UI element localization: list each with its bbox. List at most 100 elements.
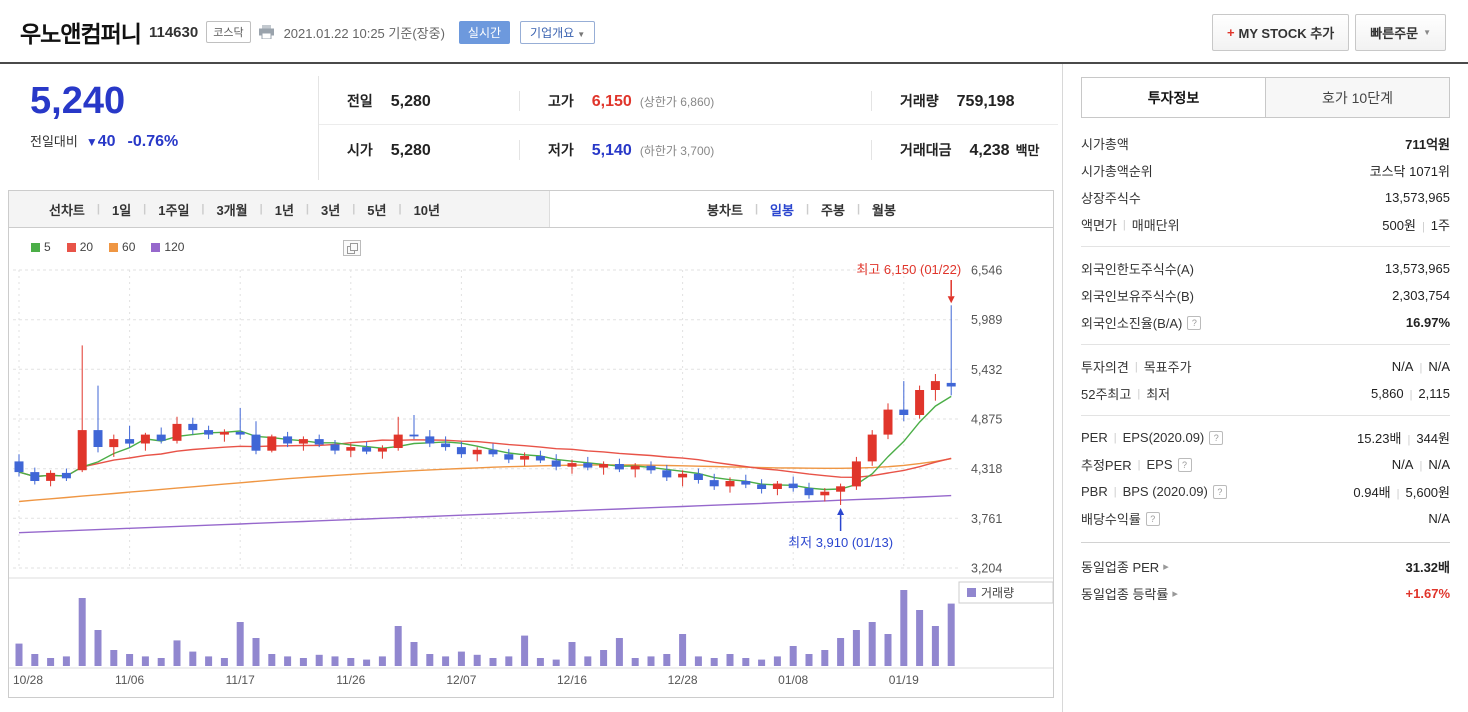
svg-text:5,432: 5,432: [971, 363, 1002, 377]
price-stats-table: 전일 5,280 고가 6,150 (상한가 6,860) 거래량 759,198 시가…: [318, 76, 1058, 180]
line-period-3[interactable]: 3개월: [216, 202, 248, 218]
line-period-0[interactable]: 선차트: [49, 202, 85, 218]
help-icon[interactable]: ?: [1209, 430, 1224, 445]
chevron-right-icon: ▸: [1172, 588, 1178, 600]
ma-legend-item: 120: [151, 240, 184, 254]
line-period-1[interactable]: 1일: [111, 202, 132, 218]
info-value: N/A: [1428, 511, 1450, 526]
line-period-4[interactable]: 1년: [274, 202, 294, 218]
info-value: 2,303,754: [1392, 288, 1450, 303]
quick-order-label: 빠른주문: [1370, 25, 1419, 41]
info-row: PER | EPS(2020.09)? 15.23배 | 344원: [1081, 424, 1450, 451]
svg-text:6,546: 6,546: [971, 264, 1002, 278]
info-value: 5,860 | 2,115: [1371, 386, 1450, 401]
candlestick-chart[interactable]: 6,546 5,989 5,432 4,875 4,318 3,761 3,204 거래량 10…: [9, 256, 1054, 697]
line-period-2[interactable]: 1주일: [158, 202, 190, 218]
candle-period-3[interactable]: 월봉: [872, 202, 896, 218]
my-stock-add-button[interactable]: + MY STOCK 추가: [1211, 13, 1350, 51]
help-icon[interactable]: ?: [1187, 315, 1202, 330]
chart-expand-icon[interactable]: [343, 240, 361, 256]
current-price: 5,240: [30, 80, 126, 122]
info-value: 코스닥 1071위: [1369, 164, 1450, 179]
info-label: 외국인소진율(B/A)?: [1081, 313, 1202, 332]
price-panel: 5,240 전일대비 ▼40 -0.76% 전일 5,280 고가 6,150 (상한…: [0, 64, 1062, 188]
company-overview-button[interactable]: 기업개요 ▼: [520, 20, 596, 44]
info-label: 배당수익률?: [1081, 509, 1160, 528]
toolbar-separator: |: [352, 203, 356, 215]
svg-text:12/16: 12/16: [557, 673, 587, 687]
help-icon[interactable]: ?: [1177, 457, 1192, 472]
tab-orderbook-10[interactable]: 호가 10단계: [1265, 78, 1449, 117]
info-row: 외국인소진율(B/A)? 16.97%: [1081, 309, 1450, 336]
help-icon[interactable]: ?: [1212, 484, 1227, 499]
info-label[interactable]: 동일업종 등락률 ▸: [1081, 587, 1178, 602]
svg-text:10/28: 10/28: [13, 673, 43, 687]
chevron-down-icon: ▼: [577, 29, 586, 39]
info-value: 13,573,965: [1384, 190, 1450, 205]
info-row: 동일업종 PER ▸ 31.32배: [1081, 553, 1450, 580]
info-value: 13,573,965: [1384, 261, 1450, 276]
change-value: ▼40: [85, 133, 116, 150]
stock-header: 우노앤컴퍼니 114630 코스닥 2021.01.22 10:25 기준(장중…: [0, 0, 1468, 62]
info-label: 52주최고 | 최저: [1081, 387, 1171, 402]
invest-info-table: 시가총액 711억원 시가총액순위 코스닥 1071위 상장주식수 13,573,965 액…: [1081, 130, 1450, 607]
chart-toolbar: 선차트 | 1일 | 1주일 | 3개월 | 1년 | 3년 | 5년 | 10년 봉차트 | 일봉 | 주봉 | 월봉: [9, 191, 1053, 228]
quote-datetime: 2021.01.22 10:25 기준(장중): [283, 25, 445, 41]
info-label: 상장주식수: [1081, 191, 1141, 206]
toolbar-separator: |: [856, 203, 861, 215]
candle-period-1[interactable]: 일봉: [770, 202, 794, 218]
header-divider: [0, 62, 1468, 64]
realtime-badge: 실시간: [458, 20, 511, 44]
info-row: 액면가 | 매매단위 500원 | 1주: [1081, 211, 1450, 238]
toolbar-separator: |: [96, 203, 100, 215]
info-label[interactable]: 동일업종 PER ▸: [1081, 560, 1169, 575]
print-icon[interactable]: [258, 25, 274, 39]
info-row: 외국인한도주식수(A) 13,573,965: [1081, 255, 1450, 282]
candle-period-2[interactable]: 주봉: [821, 202, 845, 218]
tab-invest-info[interactable]: 투자정보: [1082, 78, 1265, 117]
candle-chart-period-tabs: 봉차트 | 일봉 | 주봉 | 월봉: [549, 191, 1053, 227]
svg-text:3,761: 3,761: [971, 512, 1002, 526]
info-row: 시가총액순위 코스닥 1071위: [1081, 157, 1450, 184]
stock-code: 114630: [148, 23, 199, 41]
trade-value-cell: 거래대금 4,238 백만: [871, 140, 1058, 160]
info-row: 투자의견 | 목표주가 N/A | N/A: [1081, 353, 1450, 380]
chart-box: 선차트 | 1일 | 1주일 | 3개월 | 1년 | 3년 | 5년 | 10년 봉차트 | 일봉 | 주봉 | 월봉…: [8, 190, 1054, 698]
svg-text:최저 3,910 (01/13): 최저 3,910 (01/13): [788, 535, 893, 550]
line-period-5[interactable]: 3년: [321, 202, 341, 218]
line-period-7[interactable]: 10년: [413, 202, 440, 218]
svg-text:5,989: 5,989: [971, 313, 1002, 327]
toolbar-separator: |: [201, 203, 205, 215]
quick-order-button[interactable]: 빠른주문 ▼: [1355, 13, 1446, 51]
right-sidebar: 투자정보 호가 10단계 시가총액 711억원 시가총액순위 코스닥 1071위 상장주…: [1062, 64, 1468, 712]
svg-text:11/06: 11/06: [115, 673, 144, 687]
info-label: 외국인보유주식수(B): [1081, 289, 1195, 304]
info-label: 액면가 | 매매단위: [1081, 218, 1180, 233]
svg-text:거래량: 거래량: [981, 586, 1014, 600]
volume-cell: 거래량 759,198: [871, 91, 1058, 111]
candle-period-0[interactable]: 봉차트: [707, 202, 743, 218]
change-label: 전일대비: [30, 134, 78, 149]
info-value: +1.67%: [1405, 586, 1450, 601]
svg-text:4,875: 4,875: [971, 413, 1002, 427]
ma-legend-item: 60: [109, 240, 135, 254]
day-low-cell: 저가 5,140 (하한가 3,700): [519, 140, 871, 160]
info-row: 동일업종 등락률 ▸ +1.67%: [1081, 580, 1450, 607]
info-value: 31.32배: [1405, 560, 1451, 575]
info-label: PER | EPS(2020.09)?: [1081, 430, 1224, 445]
svg-text:3,204: 3,204: [971, 562, 1002, 576]
line-period-6[interactable]: 5년: [367, 202, 387, 218]
plus-icon: +: [1226, 24, 1235, 40]
ma-legend-item: 5: [31, 240, 51, 254]
stock-name: 우노앤컴퍼니: [20, 21, 142, 47]
info-label: PBR | BPS (2020.09)?: [1081, 484, 1227, 499]
toolbar-separator: |: [305, 203, 309, 215]
toolbar-separator: |: [143, 203, 147, 215]
svg-text:01/19: 01/19: [889, 673, 919, 687]
info-label: 투자의견 | 목표주가: [1081, 360, 1192, 375]
help-icon[interactable]: ?: [1145, 511, 1160, 526]
market-badge: 코스닥: [206, 21, 251, 43]
svg-text:01/08: 01/08: [778, 673, 808, 687]
info-row: 추정PER | EPS? N/A | N/A: [1081, 451, 1450, 478]
toolbar-separator: |: [754, 203, 759, 215]
